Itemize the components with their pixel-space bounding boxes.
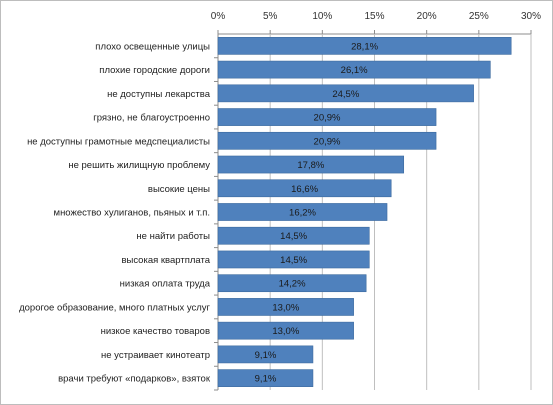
x-tick-label: 15% <box>364 11 384 22</box>
x-tick-label: 5% <box>263 11 278 22</box>
bar <box>217 298 354 316</box>
x-tick-label: 0% <box>211 11 226 22</box>
bar <box>217 274 367 293</box>
data-label: 14,5% <box>280 231 307 242</box>
category-label: врачи требуют «подарков», взяток <box>58 374 211 385</box>
x-tick-label: 20% <box>417 11 437 22</box>
bar <box>217 155 405 174</box>
category-label: низкая оплата труда <box>120 279 211 290</box>
data-label: 13,0% <box>272 326 299 337</box>
category-label: высокие цены <box>148 184 210 195</box>
data-label: 9,1% <box>255 350 277 361</box>
category-label: грязно, не благоустроенно <box>93 113 210 124</box>
data-label: 17,8% <box>297 160 324 171</box>
x-tick-label: 25% <box>469 11 489 22</box>
data-label: 14,5% <box>280 255 307 266</box>
bar <box>217 345 314 364</box>
data-label: 13,0% <box>272 302 299 313</box>
category-label: плохо освещенные улицы <box>95 41 210 52</box>
bar <box>217 203 388 221</box>
x-tick-label: 30% <box>521 11 541 22</box>
category-label: высокая квартплата <box>121 255 210 266</box>
bar <box>217 226 370 245</box>
data-label: 20,9% <box>314 113 341 124</box>
bar <box>217 179 392 198</box>
category-label: не решить жилищную проблему <box>68 160 210 171</box>
data-label: 26,1% <box>341 65 368 76</box>
bar <box>217 84 474 103</box>
data-label: 14,2% <box>279 279 306 290</box>
x-tick-label: 10% <box>312 11 332 22</box>
data-label: 20,9% <box>314 136 341 147</box>
data-label: 24,5% <box>332 89 359 100</box>
data-label: 16,6% <box>291 184 318 195</box>
category-label: множество хулиганов, пьяных и т.п. <box>54 208 210 219</box>
category-label: низкое качество товаров <box>101 326 210 337</box>
data-label: 28,1% <box>351 41 378 52</box>
bar <box>217 37 512 55</box>
category-label: не устраивает кинотеатр <box>101 350 210 361</box>
bar <box>217 60 491 79</box>
category-label: не доступны грамотные медспециалисты <box>27 136 210 147</box>
bar <box>217 369 314 387</box>
data-label: 9,1% <box>255 374 277 385</box>
bar <box>217 250 370 269</box>
category-label: не найти работы <box>136 231 210 242</box>
bar <box>217 321 354 340</box>
data-label: 16,2% <box>289 208 316 219</box>
category-label: дорогое образование, много платных услуг <box>19 302 210 313</box>
bar <box>217 108 437 126</box>
bar <box>217 131 437 150</box>
category-label: плохие городские дороги <box>99 65 210 76</box>
category-label: не доступны лекарства <box>107 89 211 100</box>
